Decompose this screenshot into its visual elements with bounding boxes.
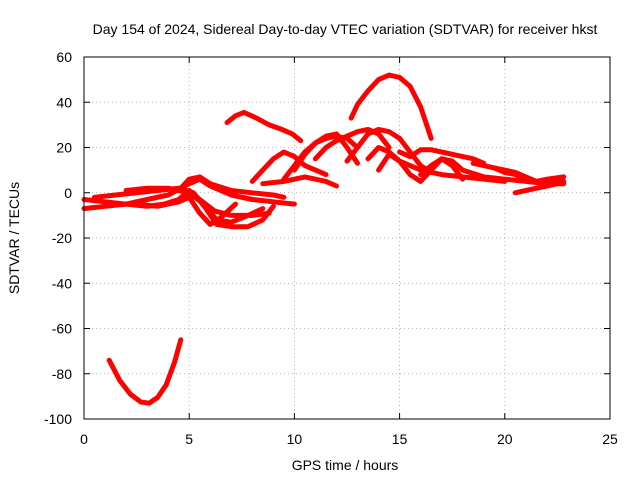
series-line-pass-05	[81, 176, 297, 212]
y-tick-label: 60	[56, 49, 72, 65]
y-tick-label: 20	[56, 140, 72, 156]
grid-layer	[84, 57, 610, 419]
x-tick-label: 15	[392, 431, 408, 447]
x-tick-label: 10	[287, 431, 303, 447]
y-tick-label: -20	[52, 230, 72, 246]
series-line-pass-02	[224, 109, 304, 144]
series-line-pass-18	[397, 147, 487, 166]
series-line-pass-08	[134, 194, 238, 227]
series-layer	[81, 72, 567, 406]
series-line-pass-17	[376, 151, 466, 184]
y-tick-label: -80	[52, 366, 72, 382]
series-line-pass-14	[312, 126, 392, 162]
y-tick-label: 40	[56, 94, 72, 110]
x-tick-label: 0	[80, 431, 88, 447]
series-line-pass-16	[365, 145, 508, 184]
tick-labels-layer: 0 5 10 15 20 25 -100 -80 -60 -40 -20 0 20 40 60	[44, 49, 618, 447]
series-line-pass-13	[291, 131, 360, 173]
x-axis-title: GPS time / hours	[292, 457, 399, 473]
series-line-pass-01	[106, 337, 184, 406]
y-axis-title: SDTVAR / TECUs	[6, 182, 22, 294]
x-tick-label: 20	[497, 431, 513, 447]
y-tick-label: 0	[64, 185, 72, 201]
ticks-layer	[83, 56, 611, 420]
x-tick-label: 5	[185, 431, 193, 447]
series-line-pass-10	[249, 149, 329, 184]
series-line-pass-22	[512, 178, 567, 196]
y-tick-label: -40	[52, 275, 72, 291]
series-line-pass-11	[260, 174, 339, 189]
series-line-pass-21	[491, 165, 567, 184]
series-line-pass-07	[123, 185, 266, 225]
y-tick-label: -100	[44, 411, 72, 427]
series-line-pass-15	[344, 126, 434, 175]
series-line-pass-03	[348, 72, 434, 141]
plot-frame	[83, 56, 611, 420]
chart-title: Day 154 of 2024, Sidereal Day-to-day VTE…	[93, 21, 598, 37]
y-tick-label: -60	[52, 321, 72, 337]
x-tick-label: 25	[602, 431, 618, 447]
series-line-pass-09	[176, 174, 287, 200]
